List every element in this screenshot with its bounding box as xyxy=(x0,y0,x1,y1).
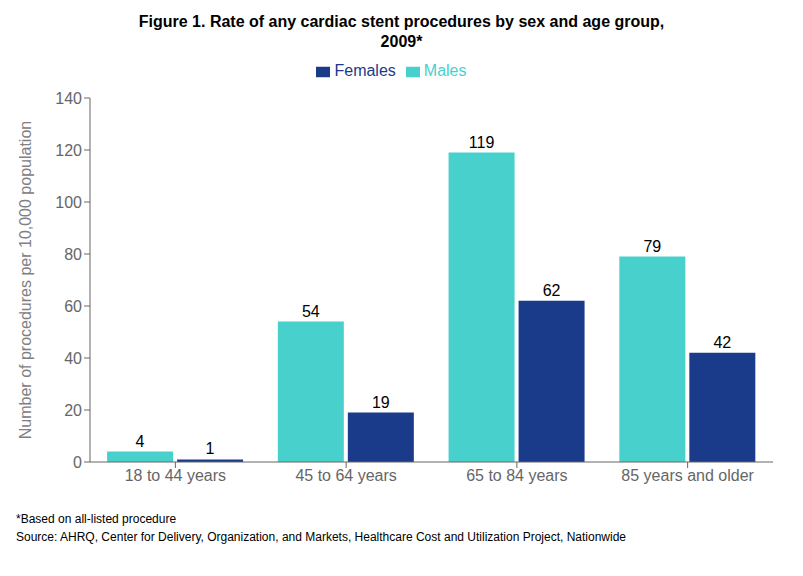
svg-text:1: 1 xyxy=(206,440,215,457)
svg-text:85 years and older: 85 years and older xyxy=(621,467,754,484)
html-text:Figure 1. Rate of any cardiac: Figure 1. Rate of any cardiac stent proc… xyxy=(138,13,665,30)
svg-text:40: 40 xyxy=(64,350,82,367)
svg-text:62: 62 xyxy=(543,282,561,299)
svg-text:4: 4 xyxy=(136,433,145,450)
svg-text:54: 54 xyxy=(302,303,320,320)
svg-text:65 to 84 years: 65 to 84 years xyxy=(466,467,567,484)
svg-text:Number of procedures per 10,00: Number of procedures per 10,000 populati… xyxy=(17,121,34,439)
svg-text:79: 79 xyxy=(643,238,661,255)
svg-text:120: 120 xyxy=(55,142,82,159)
svg-text:19: 19 xyxy=(372,394,390,411)
svg-text:42: 42 xyxy=(713,334,731,351)
html-text:*Based on all-listed procedure: *Based on all-listed procedure xyxy=(16,512,177,526)
html-text:2009*: 2009* xyxy=(380,33,423,50)
svg-text:140: 140 xyxy=(55,90,82,107)
svg-text:60: 60 xyxy=(64,298,82,315)
html-text:Females: Females xyxy=(334,62,396,79)
html-text:Males: Males xyxy=(423,62,467,79)
svg-text:18 to 44 years: 18 to 44 years xyxy=(125,467,226,484)
svg-text:45 to 64 years: 45 to 64 years xyxy=(295,467,396,484)
svg-text:80: 80 xyxy=(64,246,82,263)
svg-text:119: 119 xyxy=(469,134,495,151)
svg-text:0: 0 xyxy=(73,454,82,471)
html-text:Source: AHRQ, Center for Deliv: Source: AHRQ, Center for Delivery, Organ… xyxy=(16,530,626,544)
svg-text:20: 20 xyxy=(64,402,82,419)
svg-text:100: 100 xyxy=(55,194,82,211)
